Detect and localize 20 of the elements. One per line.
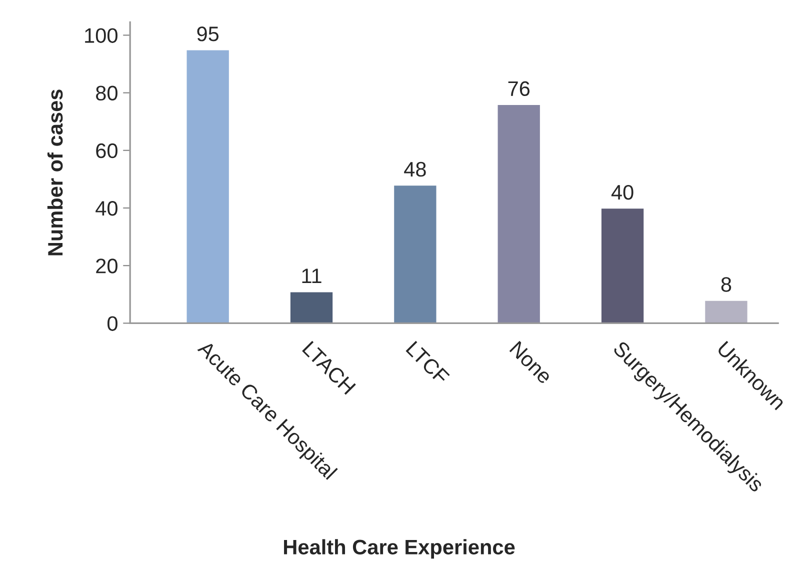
data-label: 76 <box>508 81 530 96</box>
y-axis-title: Number of cases <box>47 90 63 256</box>
data-label: 11 <box>302 268 322 284</box>
x-axis-title: Health Care Experience <box>284 539 515 559</box>
data-label: 48 <box>404 162 426 177</box>
y-tick-label: 60 <box>96 143 118 158</box>
data-label: 40 <box>611 184 634 200</box>
y-tick-label: 100 <box>85 28 118 43</box>
y-tick-label: 0 <box>107 316 118 331</box>
bar <box>392 184 438 324</box>
data-label: 8 <box>721 277 732 292</box>
bar <box>496 104 542 324</box>
data-label: 95 <box>197 26 219 42</box>
y-tick-label: 20 <box>96 258 118 274</box>
bar <box>289 290 334 324</box>
y-tick-label: 40 <box>96 200 118 216</box>
y-tick-label: 80 <box>96 86 118 101</box>
bar <box>704 299 749 324</box>
bar <box>600 207 646 324</box>
bar <box>185 48 230 324</box>
